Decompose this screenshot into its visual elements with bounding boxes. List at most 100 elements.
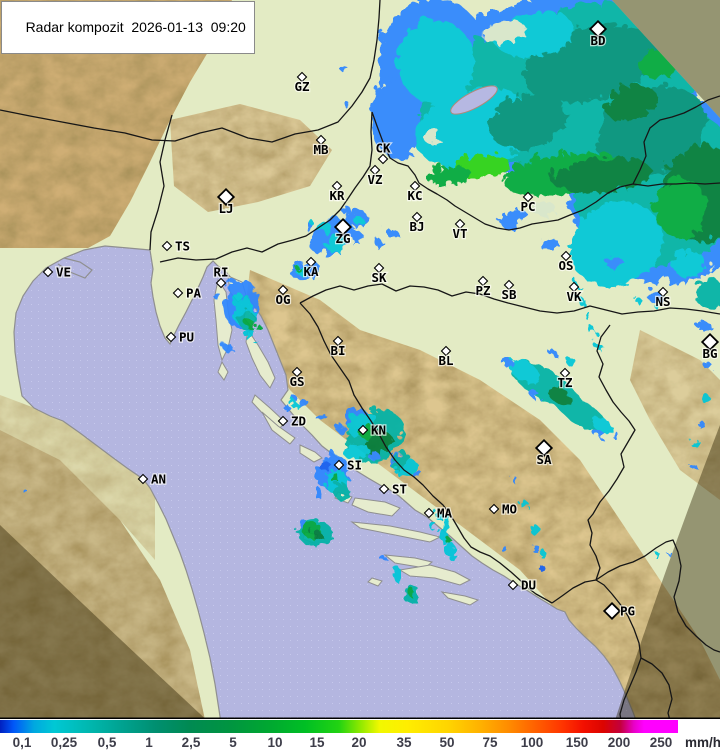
city-label: MO bbox=[502, 502, 517, 517]
city-marker-bj: BJ bbox=[408, 211, 426, 235]
city-diamond-icon bbox=[305, 256, 317, 268]
city-label: TS bbox=[175, 239, 190, 254]
echo-blob bbox=[287, 398, 295, 404]
city-diamond-icon bbox=[42, 266, 54, 278]
echo-blob bbox=[516, 496, 524, 504]
echo-blob bbox=[312, 409, 322, 417]
echo-blob bbox=[208, 288, 216, 294]
echo-blob bbox=[571, 278, 577, 284]
city-marker-kr: KR bbox=[328, 180, 346, 204]
echo-blob bbox=[536, 233, 554, 247]
city-marker-pg: PG bbox=[602, 601, 636, 621]
adriatic-sea bbox=[14, 246, 648, 751]
echo-blob bbox=[546, 347, 554, 353]
echo-blob bbox=[608, 429, 616, 435]
echo-blob bbox=[686, 459, 692, 465]
echo-blob bbox=[443, 538, 451, 556]
city-label: BD bbox=[590, 33, 605, 48]
echo-blob bbox=[242, 326, 252, 338]
echo-blob bbox=[534, 560, 540, 566]
echo-blob bbox=[359, 427, 389, 451]
city-label: KN bbox=[371, 423, 386, 438]
echo-blob bbox=[602, 251, 618, 265]
city-marker-ka: KA bbox=[302, 256, 320, 280]
echo-blob bbox=[334, 60, 342, 66]
city-diamond-icon bbox=[602, 601, 622, 621]
echo-blob bbox=[536, 547, 544, 555]
legend-tick: 150 bbox=[565, 735, 589, 750]
echo-blob bbox=[496, 204, 524, 226]
city-label: GZ bbox=[294, 79, 310, 94]
echo-blob bbox=[595, 235, 599, 239]
legend-tick: 35 bbox=[396, 735, 412, 750]
echo-blob bbox=[664, 548, 668, 552]
city-marker-ts: TS bbox=[161, 237, 191, 255]
echo-blob bbox=[591, 427, 601, 435]
legend-tick: 5 bbox=[229, 735, 237, 750]
city-diamond-icon bbox=[477, 275, 489, 287]
city-marker-du: DU bbox=[507, 576, 537, 594]
echo-blob bbox=[499, 355, 509, 363]
echo-blob bbox=[528, 541, 536, 549]
city-marker-ma: MA bbox=[423, 504, 454, 522]
city-marker-bg: BG bbox=[700, 332, 720, 362]
echo-blob bbox=[280, 401, 286, 407]
city-marker-tz: TZ bbox=[556, 367, 574, 391]
echo-blob bbox=[593, 340, 599, 348]
echo-blob bbox=[528, 388, 536, 396]
echo-blob bbox=[394, 16, 470, 100]
city-diamond-icon bbox=[165, 331, 177, 343]
city-label: KR bbox=[329, 188, 345, 203]
echo-blob bbox=[219, 340, 229, 348]
city-diamond-icon bbox=[488, 503, 500, 515]
echo-blob bbox=[694, 416, 700, 424]
city-label: LJ bbox=[218, 201, 233, 216]
city-label: ST bbox=[392, 482, 407, 497]
echo-blob bbox=[314, 456, 326, 466]
echo-blob bbox=[292, 264, 298, 268]
city-marker-si: SI bbox=[333, 456, 363, 474]
echo-blob bbox=[411, 469, 421, 477]
city-diamond-icon bbox=[507, 579, 519, 591]
legend-tick: 15 bbox=[309, 735, 325, 750]
echo-blob bbox=[561, 353, 571, 361]
echo-blob bbox=[697, 389, 705, 399]
city-marker-vk: VK bbox=[565, 281, 583, 305]
echo-blob bbox=[330, 478, 344, 496]
echo-blob bbox=[588, 325, 594, 333]
city-marker-pu: PU bbox=[165, 328, 195, 346]
echo-blob bbox=[644, 285, 660, 299]
echo-blob bbox=[242, 315, 250, 325]
city-markers: VE TS PA PU RI LJ GZ MB CK VZ KR KC ZG BJ VT KA SK OG PC OS… bbox=[42, 19, 720, 621]
city-marker-ns: NS bbox=[654, 286, 672, 310]
city-diamond-icon bbox=[172, 287, 184, 299]
echo-blob bbox=[486, 90, 564, 146]
echo-blob bbox=[312, 218, 328, 230]
city-marker-sk: SK bbox=[370, 262, 388, 286]
city-marker-kn: KN bbox=[357, 421, 387, 439]
city-label: AN bbox=[151, 472, 166, 487]
city-diamond-icon bbox=[588, 19, 608, 39]
city-label: OG bbox=[275, 292, 290, 307]
city-marker-bl: BL bbox=[437, 345, 455, 369]
city-marker-og: OG bbox=[274, 284, 292, 308]
city-marker-ve: VE bbox=[42, 263, 72, 281]
legend: 0,1 0,25 0,5 1 2,5 5 10 15 20 35 50 75 100 150 200 250 … bbox=[0, 719, 720, 751]
echo-blob bbox=[332, 421, 342, 429]
echo-blob bbox=[370, 84, 380, 92]
echo-blob bbox=[650, 300, 654, 304]
lake-balaton bbox=[450, 85, 498, 115]
city-marker-bd: BD bbox=[588, 19, 608, 49]
city-marker-gs: GS bbox=[288, 366, 306, 390]
city-marker-lj: LJ bbox=[216, 187, 236, 217]
city-label: SK bbox=[371, 270, 387, 285]
legend-tick: 75 bbox=[482, 735, 498, 750]
legend-tick: 20 bbox=[351, 735, 367, 750]
city-diamond-icon bbox=[137, 473, 149, 485]
city-label: VZ bbox=[367, 172, 383, 187]
legend-unit: mm/h bbox=[684, 735, 720, 750]
